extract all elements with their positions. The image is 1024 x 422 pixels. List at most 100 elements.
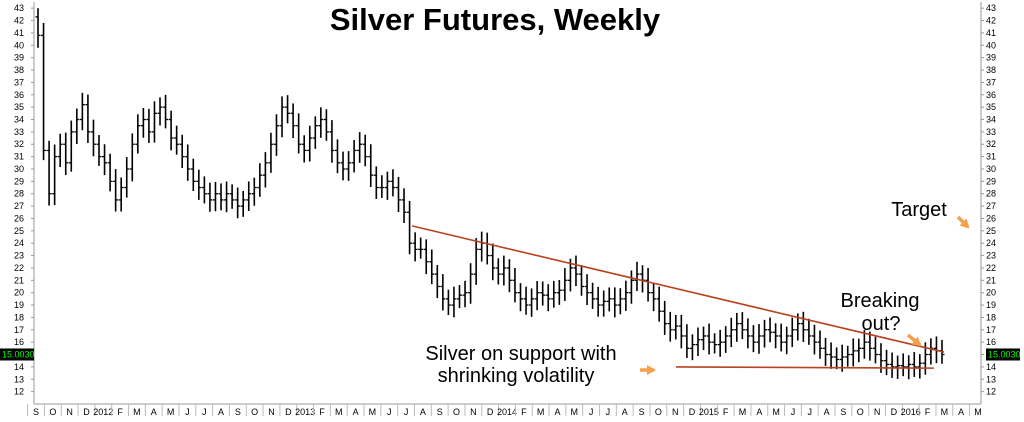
y-tick-label-right: 42 bbox=[986, 16, 996, 26]
ohlc-bar bbox=[684, 324, 690, 358]
x-tick-label: N bbox=[470, 407, 477, 417]
ohlc-bar bbox=[645, 267, 651, 302]
ohlc-bar bbox=[640, 265, 646, 293]
x-tick-label: J bbox=[404, 407, 409, 417]
y-tick-label-left: 13 bbox=[14, 374, 24, 384]
ohlc-bar bbox=[207, 182, 213, 212]
ohlc-bar bbox=[35, 8, 41, 48]
y-tick-label-right: 43 bbox=[986, 3, 996, 13]
ohlc-bar bbox=[456, 285, 462, 309]
ohlc-bar bbox=[811, 324, 817, 355]
ohlc-bar bbox=[257, 163, 263, 197]
ohlc-bar bbox=[74, 108, 80, 145]
x-tick-label: 2016 bbox=[901, 407, 921, 417]
ohlc-bar bbox=[545, 284, 551, 312]
arrow-target bbox=[956, 215, 970, 229]
annotation-support-line2: shrinking volatility bbox=[438, 365, 595, 387]
y-tick-label-right: 20 bbox=[986, 288, 996, 298]
y-tick-label-left: 12 bbox=[14, 387, 24, 397]
x-tick-label: M bbox=[941, 407, 949, 417]
x-tick-label: O bbox=[49, 407, 56, 417]
x-tick-label: F bbox=[117, 407, 123, 417]
ohlc-bar bbox=[495, 258, 501, 285]
x-tick-label: 2013 bbox=[295, 407, 315, 417]
x-tick-label: O bbox=[453, 407, 460, 417]
y-tick-label-left: 42 bbox=[14, 16, 24, 26]
y-tick-label-left: 31 bbox=[14, 152, 24, 162]
price-tag-left bbox=[0, 348, 34, 361]
x-tick-label: M bbox=[133, 407, 141, 417]
y-tick-label-left: 24 bbox=[14, 238, 24, 248]
support-line bbox=[675, 366, 935, 369]
x-tick-label: M bbox=[571, 407, 579, 417]
y-tick-label-right: 26 bbox=[986, 213, 996, 223]
ohlc-bar bbox=[201, 176, 207, 204]
x-tick-label: M bbox=[335, 407, 343, 417]
x-tick-label: N bbox=[268, 407, 275, 417]
x-tick-label: D bbox=[285, 407, 292, 417]
y-tick-label-left: 22 bbox=[14, 263, 24, 273]
ohlc-bar bbox=[573, 255, 579, 287]
y-tick-label-right: 39 bbox=[986, 53, 996, 63]
x-tick-label: 2015 bbox=[699, 407, 719, 417]
ohlc-bar bbox=[384, 171, 390, 200]
x-tick-label: S bbox=[437, 407, 443, 417]
y-tick-label-left: 33 bbox=[14, 127, 24, 137]
ohlc-bar bbox=[251, 177, 257, 206]
ohlc-bar bbox=[224, 181, 230, 213]
ohlc-bar bbox=[518, 283, 524, 312]
ohlc-bar bbox=[451, 286, 457, 318]
x-tick-label: N bbox=[874, 407, 881, 417]
x-tick-label: J bbox=[791, 407, 796, 417]
chart-title: Silver Futures, Weekly bbox=[330, 2, 661, 37]
ohlc-bar bbox=[118, 177, 124, 212]
ohlc-bar bbox=[434, 265, 440, 299]
ohlc-bar bbox=[889, 352, 895, 378]
y-tick-label-right: 16 bbox=[986, 337, 996, 347]
y-tick-label-left: 19 bbox=[14, 300, 24, 310]
ohlc-bar bbox=[318, 107, 324, 138]
y-tick-label-left: 37 bbox=[14, 77, 24, 87]
y-tick-label-left: 32 bbox=[14, 139, 24, 149]
ohlc-bar bbox=[168, 110, 174, 151]
y-tick-label-left: 36 bbox=[14, 90, 24, 100]
y-tick-label-right: 23 bbox=[986, 251, 996, 261]
x-tick-label: A bbox=[622, 407, 628, 417]
ohlc-bar bbox=[651, 283, 657, 312]
ohlc-bar bbox=[917, 354, 923, 379]
y-tick-label-left: 41 bbox=[14, 28, 24, 38]
x-tick-label: F bbox=[723, 407, 729, 417]
ohlc-bar bbox=[512, 267, 518, 303]
ohlc-bar bbox=[823, 337, 829, 366]
y-tick-label-left: 28 bbox=[14, 189, 24, 199]
y-tick-label-left: 40 bbox=[14, 40, 24, 50]
ohlc-bar bbox=[723, 326, 729, 353]
y-tick-label-left: 21 bbox=[14, 275, 24, 285]
x-tick-label: A bbox=[958, 407, 964, 417]
y-tick-label-right: 27 bbox=[986, 201, 996, 211]
x-tick-label: N bbox=[672, 407, 679, 417]
ohlc-bar bbox=[346, 151, 352, 181]
ohlc-bar bbox=[445, 289, 451, 316]
ohlc-bar bbox=[617, 288, 623, 315]
y-tick-label-right: 40 bbox=[986, 40, 996, 50]
ohlc-bar bbox=[756, 324, 762, 354]
ohlc-bar bbox=[273, 114, 279, 156]
ohlc-bar bbox=[246, 181, 252, 211]
ohlc-bar bbox=[490, 243, 496, 281]
y-tick-label-right: 29 bbox=[986, 176, 996, 186]
x-tick-label: A bbox=[554, 407, 560, 417]
ohlc-bar bbox=[861, 330, 867, 359]
ohlc-bar bbox=[623, 280, 629, 311]
ohlc-bar bbox=[362, 134, 368, 167]
x-tick-label: M bbox=[772, 407, 780, 417]
x-tick-label: A bbox=[151, 407, 157, 417]
ohlc-bar bbox=[551, 280, 557, 308]
annotation-breaking: Breaking bbox=[841, 290, 920, 312]
ohlc-bar bbox=[262, 152, 268, 188]
ohlc-bar bbox=[701, 326, 707, 351]
ohlc-bar bbox=[290, 103, 296, 139]
ohlc-bar bbox=[579, 265, 585, 296]
y-tick-label-left: 35 bbox=[14, 102, 24, 112]
